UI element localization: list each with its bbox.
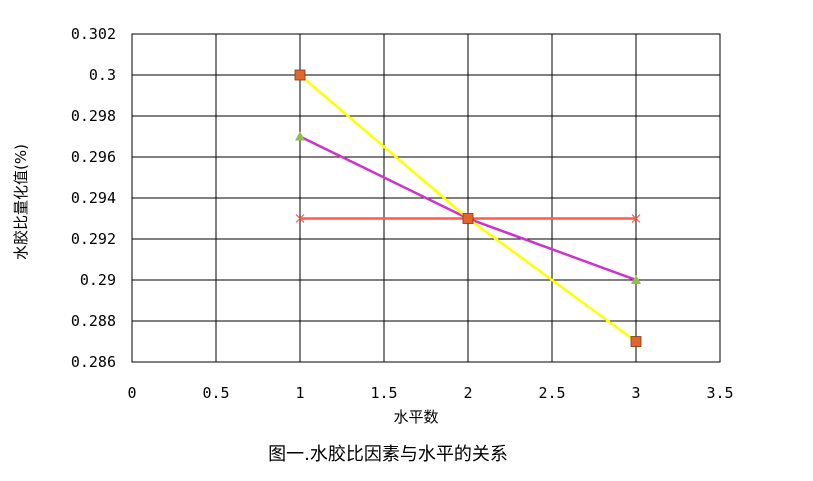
y-tick-label: 0.292 (71, 230, 116, 248)
y-axis-title: 水胶比量化值(%) (12, 144, 30, 260)
y-tick-labels: 0.286 0.288 0.29 0.292 0.294 0.296 0.298 0.3 0.3… (71, 25, 116, 371)
x-tick-label: 3.5 (706, 384, 733, 402)
y-tick-label: 0.288 (71, 312, 116, 330)
y-tick-label: 0.3 (89, 66, 116, 84)
data-point-marker (631, 214, 641, 223)
y-tick-label: 0.296 (71, 148, 116, 166)
x-tick-label: 1.5 (370, 384, 397, 402)
x-tick-labels: 0 0.5 1 1.5 2 2.5 3 3.5 (127, 384, 733, 402)
data-point-marker (295, 214, 305, 223)
x-tick-label: 2.5 (538, 384, 565, 402)
x-axis-title: 水平数 (393, 408, 438, 426)
data-point-marker (294, 69, 306, 81)
data-point-marker (631, 275, 641, 284)
y-tick-label: 0.29 (80, 271, 116, 289)
y-tick-label: 0.302 (71, 25, 116, 43)
y-tick-label: 0.294 (71, 189, 116, 207)
y-tick-label: 0.286 (71, 353, 116, 371)
data-point-marker (630, 336, 642, 347)
data-point-marker (462, 213, 474, 224)
series-4 (294, 69, 642, 347)
plot-frame (131, 33, 721, 363)
series-group (294, 69, 642, 347)
x-tick-label: 2 (463, 384, 472, 402)
data-point-marker (295, 131, 305, 141)
x-tick-label: 1 (295, 384, 304, 402)
x-tick-label: 0.5 (202, 384, 229, 402)
y-tick-label: 0.298 (71, 107, 116, 125)
x-tick-label: 3 (631, 384, 640, 402)
chart-caption: 图一.水胶比因素与水平的关系 (268, 444, 508, 465)
x-tick-label: 0 (127, 384, 136, 402)
